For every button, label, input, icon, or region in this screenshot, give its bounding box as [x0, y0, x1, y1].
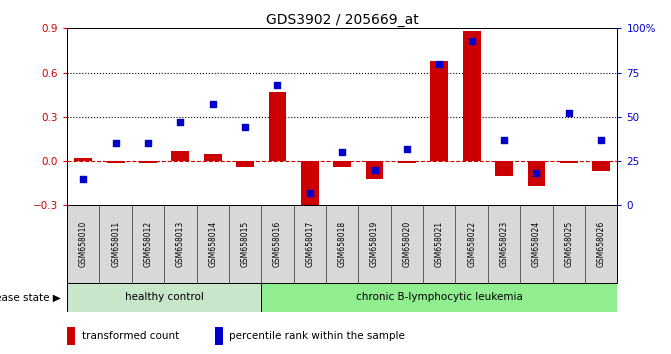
Bar — [398, 161, 416, 162]
Point — [143, 141, 154, 146]
Text: GSM658014: GSM658014 — [208, 221, 217, 267]
Text: GSM658012: GSM658012 — [144, 221, 152, 267]
Text: GSM658022: GSM658022 — [467, 221, 476, 267]
Bar — [495, 161, 513, 176]
Point — [337, 149, 348, 155]
Bar — [172, 151, 189, 161]
Bar — [261, 283, 617, 312]
Point — [207, 102, 218, 107]
Text: GSM658026: GSM658026 — [597, 221, 606, 267]
Point — [499, 137, 509, 143]
Point — [175, 119, 186, 125]
Point — [434, 61, 445, 67]
Bar — [333, 161, 351, 167]
Text: GSM658019: GSM658019 — [370, 221, 379, 267]
Text: GSM658025: GSM658025 — [564, 221, 573, 267]
Text: GSM658020: GSM658020 — [403, 221, 411, 267]
Point — [240, 125, 250, 130]
Text: GSM658017: GSM658017 — [305, 221, 314, 267]
Bar — [430, 61, 448, 161]
Text: GSM658018: GSM658018 — [338, 221, 347, 267]
Text: GSM658013: GSM658013 — [176, 221, 185, 267]
Point — [110, 141, 121, 146]
Bar — [215, 327, 223, 345]
Text: percentile rank within the sample: percentile rank within the sample — [229, 331, 405, 341]
Point — [369, 167, 380, 173]
Text: GSM658015: GSM658015 — [241, 221, 250, 267]
Text: GSM658011: GSM658011 — [111, 221, 120, 267]
Point — [531, 171, 541, 176]
Point — [401, 146, 412, 152]
Text: disease state ▶: disease state ▶ — [0, 292, 60, 302]
Bar — [67, 283, 261, 312]
Point — [564, 110, 574, 116]
Bar — [463, 31, 480, 161]
Bar — [204, 154, 221, 161]
Bar — [366, 161, 384, 179]
Bar — [236, 161, 254, 167]
Bar — [301, 161, 319, 213]
Text: GSM658010: GSM658010 — [79, 221, 88, 267]
Title: GDS3902 / 205669_at: GDS3902 / 205669_at — [266, 13, 419, 27]
Bar — [268, 92, 287, 161]
Text: GSM658024: GSM658024 — [532, 221, 541, 267]
Point — [596, 137, 607, 143]
Point — [305, 190, 315, 196]
Bar — [560, 161, 578, 162]
Text: GSM658021: GSM658021 — [435, 221, 444, 267]
Bar — [107, 161, 125, 162]
Text: transformed count: transformed count — [82, 331, 179, 341]
Bar — [139, 161, 157, 162]
Text: GSM658016: GSM658016 — [273, 221, 282, 267]
Point — [272, 82, 283, 88]
Text: chronic B-lymphocytic leukemia: chronic B-lymphocytic leukemia — [356, 292, 523, 302]
Bar — [67, 327, 75, 345]
Bar — [74, 158, 92, 161]
Text: healthy control: healthy control — [125, 292, 203, 302]
Bar — [527, 161, 546, 186]
Point — [466, 38, 477, 44]
Bar — [592, 161, 610, 171]
Text: GSM658023: GSM658023 — [499, 221, 509, 267]
Point — [78, 176, 89, 182]
